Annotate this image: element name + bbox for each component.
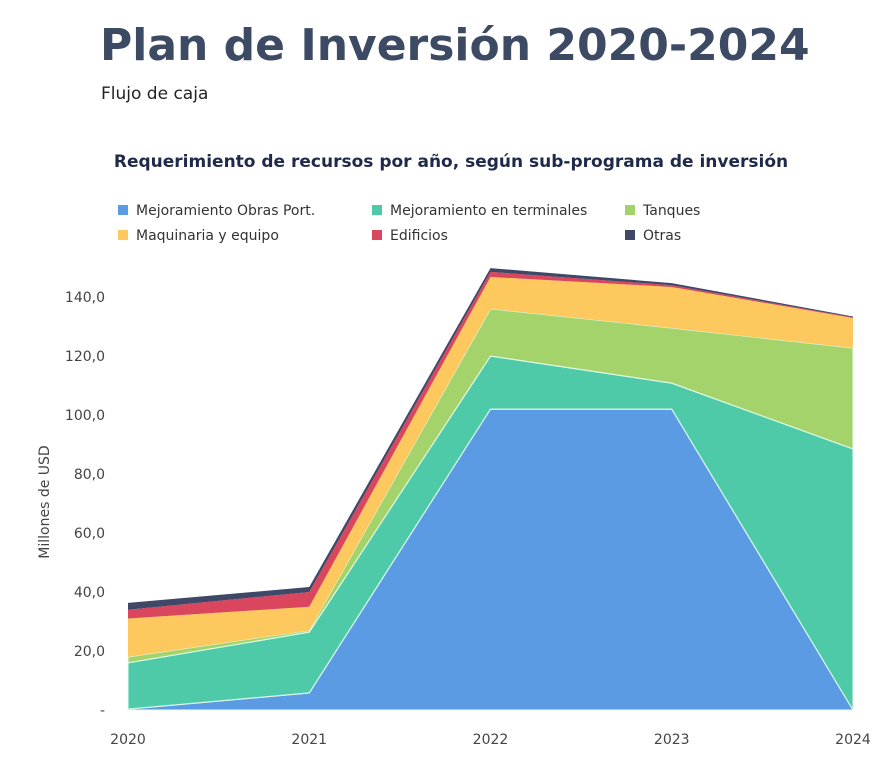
legend-swatch bbox=[372, 205, 382, 215]
y-axis: - 20,0 40,0 60,0 80,0 100,0 120,0 140,0 bbox=[65, 290, 105, 719]
x-tick-label: 2023 bbox=[654, 732, 690, 748]
y-tick-label: 80,0 bbox=[74, 467, 105, 483]
y-axis-label: Millones de USD bbox=[37, 445, 53, 558]
legend-label: Otras bbox=[643, 228, 681, 244]
x-tick-label: 2020 bbox=[110, 732, 146, 748]
y-tick-label: 20,0 bbox=[74, 644, 105, 660]
x-axis: 2020 2021 2022 2023 2024 bbox=[110, 732, 871, 748]
legend-label: Maquinaria y equipo bbox=[136, 228, 279, 244]
page-subtitle: Flujo de caja bbox=[101, 84, 209, 104]
area-tanques bbox=[127, 308, 854, 664]
x-tick-label: 2021 bbox=[291, 732, 327, 748]
x-tick-label: 2024 bbox=[835, 732, 871, 748]
legend-label: Edificios bbox=[390, 228, 448, 244]
legend: Mejoramiento Obras Port. Mejoramiento en … bbox=[118, 203, 700, 244]
legend-swatch bbox=[118, 230, 128, 240]
page-title: Plan de Inversión 2020-2024 bbox=[100, 20, 810, 71]
legend-label: Mejoramiento Obras Port. bbox=[136, 203, 315, 219]
y-tick-label: 140,0 bbox=[65, 290, 105, 306]
y-tick-label: - bbox=[100, 703, 105, 719]
x-tick-label: 2022 bbox=[473, 732, 509, 748]
legend-swatch bbox=[625, 230, 635, 240]
legend-swatch bbox=[625, 205, 635, 215]
y-tick-label: 100,0 bbox=[65, 408, 105, 424]
legend-label: Mejoramiento en terminales bbox=[390, 203, 587, 219]
areas bbox=[127, 268, 855, 713]
legend-swatch bbox=[118, 205, 128, 215]
legend-label: Tanques bbox=[642, 203, 700, 219]
y-tick-label: 40,0 bbox=[74, 585, 105, 601]
y-tick-label: 120,0 bbox=[65, 349, 105, 365]
area-maquinaria-y-equipo bbox=[128, 276, 853, 657]
chart-title: Requerimiento de recursos por año, según… bbox=[114, 152, 788, 172]
y-tick-label: 60,0 bbox=[74, 526, 105, 542]
legend-swatch bbox=[372, 230, 382, 240]
